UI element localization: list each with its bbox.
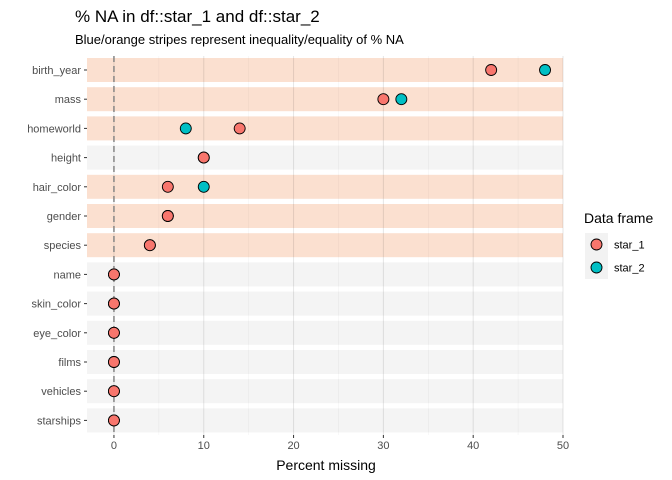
y-tick-label-mass: mass — [55, 94, 82, 106]
y-tick-label-gender: gender — [47, 211, 82, 223]
point-star_1-name — [107, 268, 120, 281]
stripe-mass — [87, 87, 563, 112]
y-tick-label-films: films — [58, 357, 81, 369]
y-tick-label-height: height — [51, 153, 81, 165]
legend-title: Data frame — [584, 210, 653, 226]
points-layer — [107, 64, 551, 427]
legend-label-star_1: star_1 — [614, 240, 645, 252]
stripe-eye_color — [87, 320, 563, 345]
point-star_1-homeworld — [233, 122, 246, 135]
y-tick-label-hair_color: hair_color — [33, 182, 82, 194]
stripe-species — [87, 233, 563, 258]
y-tick-label-skin_color: skin_color — [31, 299, 81, 311]
point-star_1-hair_color — [161, 180, 174, 193]
x-tick-label-50: 50 — [557, 440, 569, 452]
legend-key-star_2 — [590, 261, 603, 274]
point-star_2-hair_color — [197, 180, 210, 193]
stripe-starships — [87, 408, 563, 433]
stripes-layer — [87, 58, 563, 433]
y-tick-label-name: name — [53, 269, 81, 281]
x-tick-label-10: 10 — [198, 440, 210, 452]
point-star_1-height — [197, 151, 210, 164]
stripe-hair_color — [87, 174, 563, 199]
y-tick-label-birth_year: birth_year — [32, 65, 81, 77]
point-star_1-films — [107, 356, 120, 368]
stripe-films — [87, 350, 563, 374]
point-star_1-birth_year — [485, 64, 498, 76]
y-tick-label-eye_color: eye_color — [33, 328, 81, 340]
point-star_1-starships — [107, 414, 120, 427]
y-tick-label-vehicles: vehicles — [41, 386, 81, 398]
legend-label-star_2: star_2 — [614, 263, 645, 275]
x-tick-label-0: 0 — [111, 440, 117, 452]
legend: Data frame star_1 star_2 — [584, 210, 653, 279]
y-tick-label-species: species — [44, 240, 82, 252]
y-tick-label-homeworld: homeworld — [27, 123, 81, 135]
x-tick-label-30: 30 — [377, 440, 389, 452]
legend-key-star_1 — [590, 238, 603, 251]
y-tick-label-starships: starships — [37, 415, 82, 427]
stripe-height — [87, 145, 563, 170]
point-star_1-mass — [377, 93, 390, 106]
x-axis-labels: 0 10 20 30 40 50 — [111, 435, 569, 452]
chart-title: % NA in df::star_1 and df::star_2 — [75, 7, 320, 26]
point-star_2-mass — [395, 93, 408, 106]
stripe-name — [87, 262, 563, 287]
grid-layer — [113, 56, 564, 435]
point-star_2-homeworld — [179, 122, 192, 135]
x-axis-title: Percent missing — [276, 457, 376, 473]
point-star_1-vehicles — [107, 385, 120, 398]
point-star_2-birth_year — [539, 64, 551, 76]
stripe-vehicles — [87, 379, 563, 404]
stripe-birth_year — [87, 58, 563, 82]
point-star_1-skin_color — [107, 297, 120, 310]
point-star_1-gender — [161, 210, 174, 222]
chart-subtitle: Blue/orange stripes represent inequality… — [75, 32, 404, 47]
stripe-homeworld — [87, 116, 563, 141]
x-tick-label-40: 40 — [467, 440, 479, 452]
point-star_1-species — [143, 239, 156, 252]
stripe-gender — [87, 204, 563, 228]
stripe-skin_color — [87, 291, 563, 316]
point-star_1-eye_color — [107, 326, 120, 339]
x-tick-label-20: 20 — [287, 440, 299, 452]
